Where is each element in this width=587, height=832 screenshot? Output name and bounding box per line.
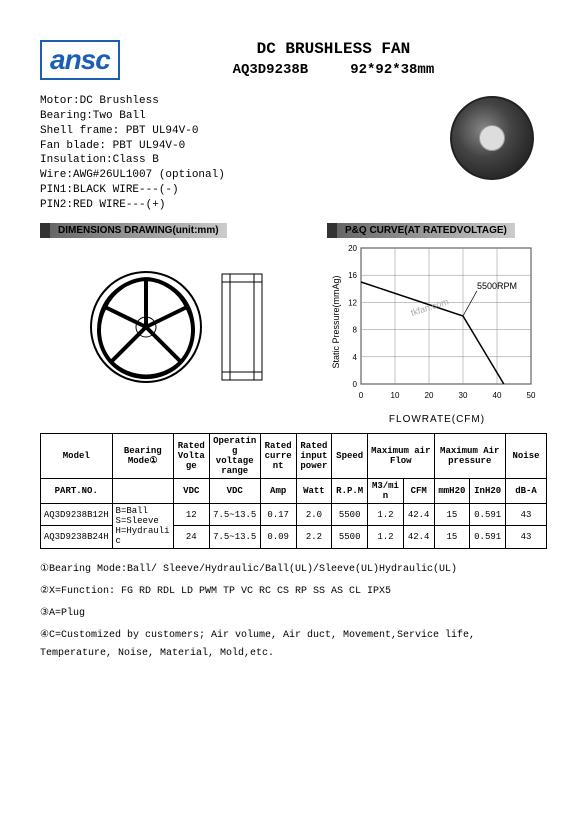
svg-text:4: 4 <box>353 353 358 362</box>
spec-list: Motor:DC BrushlessBearing:Two BallShell … <box>40 94 437 213</box>
table-subheader: PART.NO. <box>41 478 113 503</box>
table-header: Rated input power <box>296 433 332 478</box>
spec-line: Bearing:Two Ball <box>40 109 437 124</box>
section-heading-pq: P&Q CURVE(AT RATEDVOLTAGE) <box>327 223 515 238</box>
dimensions: 92*92*38mm <box>350 62 434 78</box>
svg-text:12: 12 <box>348 298 357 307</box>
table-subheader: Watt <box>296 478 332 503</box>
table-header: Noise <box>506 433 547 478</box>
spec-table: ModelBearing Mode①Rated VoltageOperating… <box>40 433 547 549</box>
svg-text:Static Pressure(mmAg): Static Pressure(mmAg) <box>331 275 341 368</box>
table-header: Rated current <box>260 433 296 478</box>
table-row: AQ3D9238B12HB=Ball S=Sleeve H=Hydraulic1… <box>41 503 547 526</box>
table-header: Rated Voltage <box>173 433 209 478</box>
spec-line: Shell frame: PBT UL94V-0 <box>40 124 437 139</box>
table-subheader: R.P.M <box>332 478 368 503</box>
svg-text:20: 20 <box>348 244 357 253</box>
footnotes: ①Bearing Mode:Ball/ Sleeve/Hydraulic/Bal… <box>40 561 547 663</box>
svg-text:30: 30 <box>459 391 468 400</box>
table-subheader: InH20 <box>470 478 506 503</box>
footnote-line: ③A=Plug <box>40 605 547 623</box>
header: ansc DC BRUSHLESS FAN AQ3D9238B 92*92*38… <box>40 40 547 80</box>
logo: ansc <box>40 40 120 80</box>
footnote-line: ①Bearing Mode:Ball/ Sleeve/Hydraulic/Bal… <box>40 561 547 579</box>
svg-text:10: 10 <box>391 391 400 400</box>
table-header: Bearing Mode① <box>112 433 173 478</box>
svg-text:0: 0 <box>359 391 364 400</box>
spec-line: Wire:AWG#26UL1007 (optional) <box>40 168 437 183</box>
table-header: Maximum Air pressure <box>434 433 506 478</box>
footnote-line: ④C=Customized by customers; Air volume, … <box>40 627 547 663</box>
table-header: Maximum air Flow <box>368 433 434 478</box>
spec-line: PIN1:BLACK WIRE---(-) <box>40 183 437 198</box>
dimension-drawing <box>40 242 317 412</box>
table-header: Operating voltage range <box>209 433 260 478</box>
table-header: Speed <box>332 433 368 478</box>
svg-text:40: 40 <box>493 391 502 400</box>
svg-text:20: 20 <box>425 391 434 400</box>
spec-line: Motor:DC Brushless <box>40 94 437 109</box>
table-subheader <box>112 478 173 503</box>
table-subheader: M3/min <box>368 478 404 503</box>
table-subheader: VDC <box>209 478 260 503</box>
spec-line: Fan blade: PBT UL94V-0 <box>40 139 437 154</box>
svg-text:0: 0 <box>353 380 358 389</box>
table-header: Model <box>41 433 113 478</box>
table-subheader: mmH20 <box>434 478 470 503</box>
table-subheader: CFM <box>403 478 434 503</box>
svg-text:5500RPM: 5500RPM <box>477 281 517 291</box>
product-photo <box>437 88 547 188</box>
section-heading-dimensions: DIMENSIONS DRAWING(unit:mm) <box>40 223 227 238</box>
svg-text:16: 16 <box>348 271 357 280</box>
footnote-line: ②X=Function: FG RD RDL LD PWM TP VC RC C… <box>40 583 547 601</box>
table-subheader: VDC <box>173 478 209 503</box>
table-subheader: Amp <box>260 478 296 503</box>
spec-line: Insulation:Class B <box>40 153 437 168</box>
svg-text:8: 8 <box>353 325 358 334</box>
pq-chart: 010203040500481216205500RPMtkfan.comStat… <box>327 242 537 412</box>
model-code: AQ3D9238B <box>233 62 309 78</box>
spec-line: PIN2:RED WIRE---(+) <box>40 198 437 213</box>
page-title: DC BRUSHLESS FAN <box>120 40 547 58</box>
chart-xlabel: FLOWRATE(CFM) <box>327 414 547 425</box>
subtitle: AQ3D9238B 92*92*38mm <box>120 62 547 78</box>
table-subheader: dB-A <box>506 478 547 503</box>
svg-text:50: 50 <box>527 391 536 400</box>
